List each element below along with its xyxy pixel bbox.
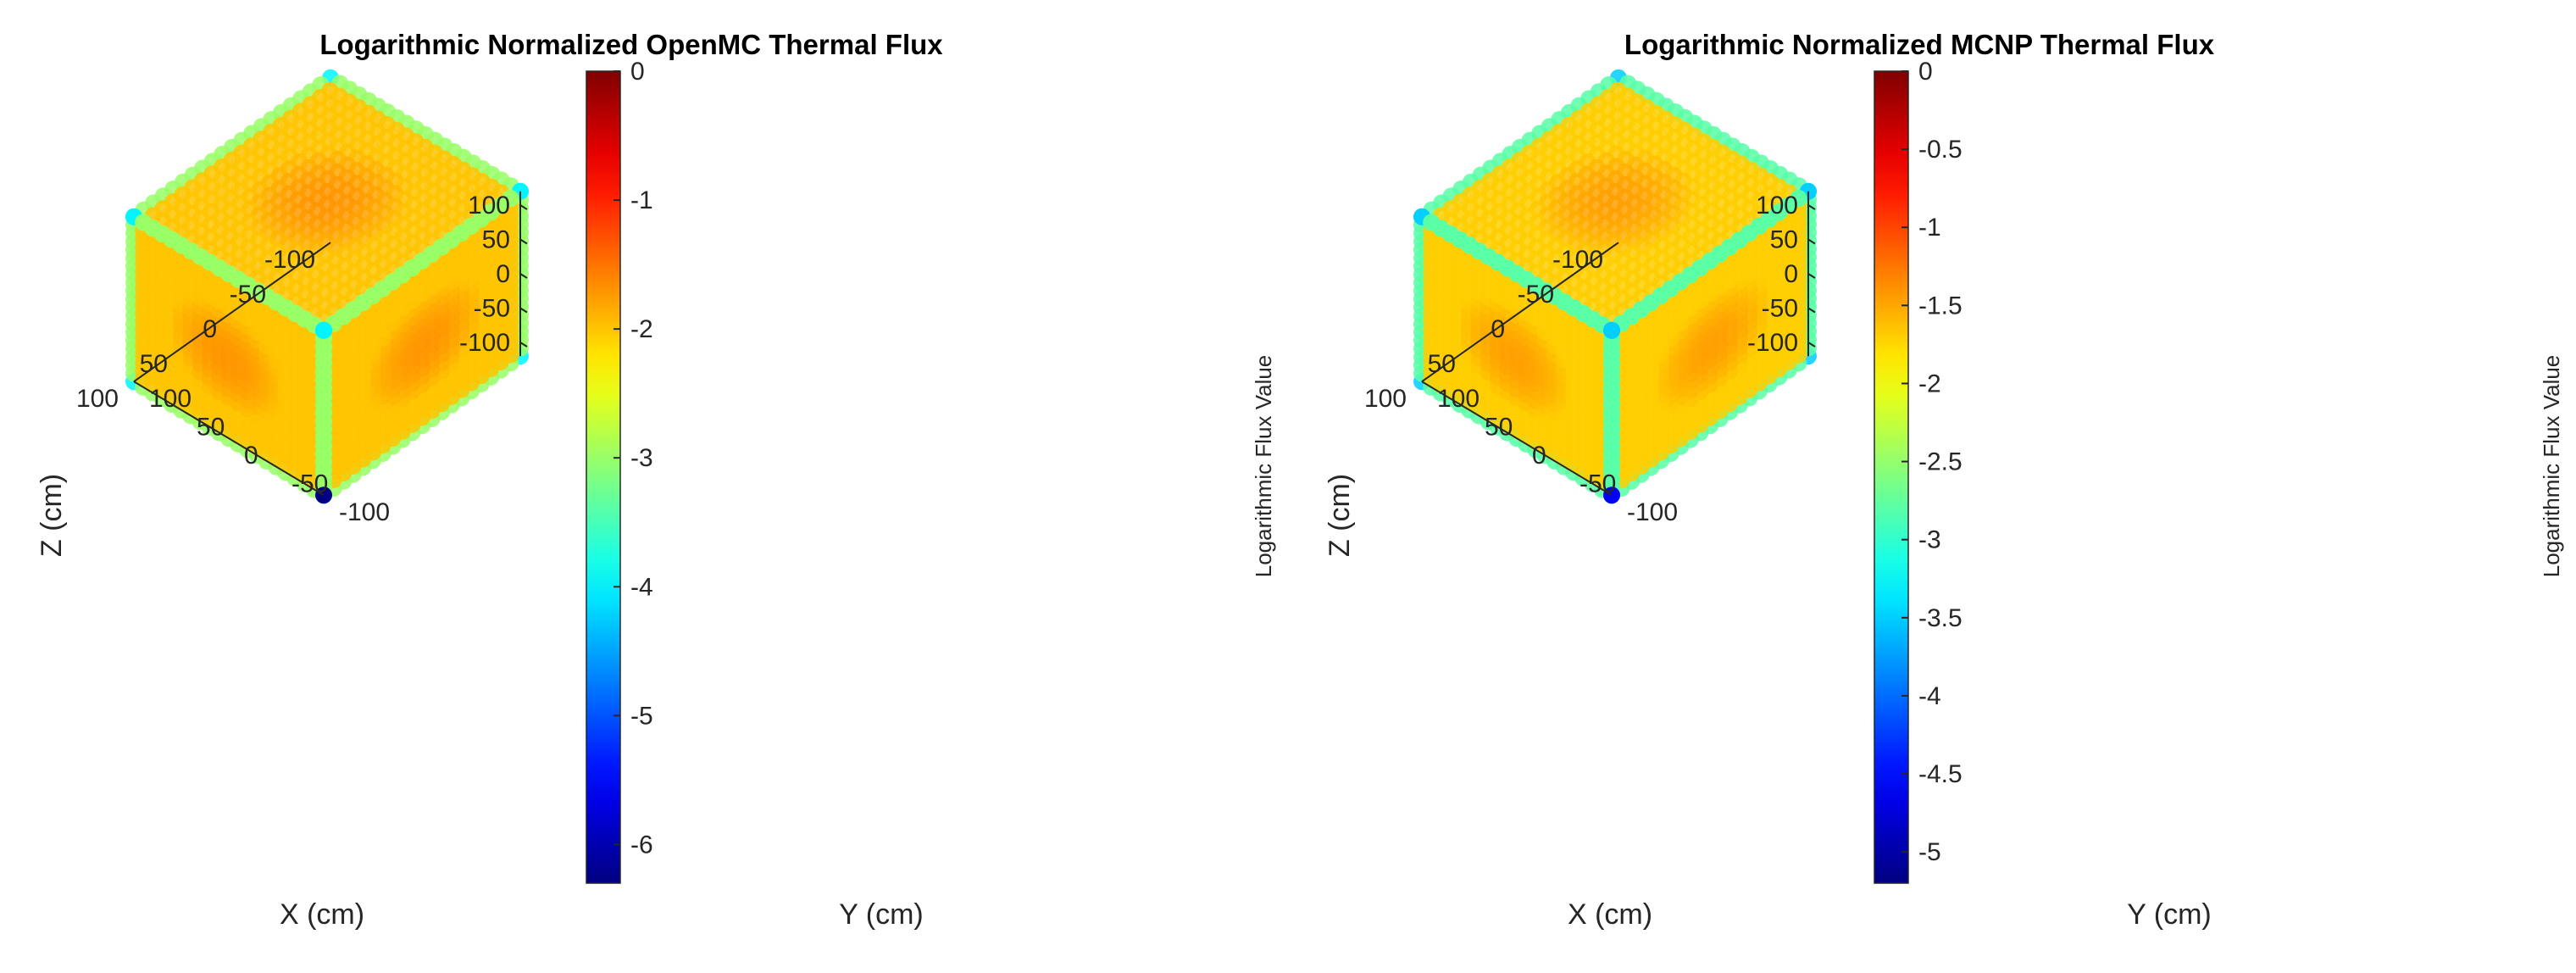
z-tick-label: -100 <box>459 329 510 357</box>
chart-title: Logarithmic Normalized OpenMC Thermal Fl… <box>319 29 943 60</box>
colorbar-tick-label: -2 <box>630 315 653 343</box>
x-tick-label: -50 <box>230 281 266 309</box>
colorbar-tick-label: -4.5 <box>1918 760 1963 788</box>
x-tick-label: 100 <box>1364 385 1407 413</box>
colorbar-tick-label: -4 <box>630 573 653 601</box>
x-tick-label: 50 <box>140 350 168 378</box>
z-axis-label: Z (cm) <box>36 474 68 557</box>
z-tick-mark <box>519 307 528 314</box>
colorbar-label: Logarithmic Flux Value <box>1251 355 1276 578</box>
mcnp-flux-panel: Logarithmic Normalized MCNP Thermal Flux… <box>1288 0 2576 973</box>
z-tick-label: -100 <box>1747 329 1798 357</box>
z-axis-label: Z (cm) <box>1324 474 1356 557</box>
colorbar-tick-label: 0 <box>630 58 645 86</box>
colorbar-label: Logarithmic Flux Value <box>2539 355 2564 578</box>
z-tick-label: -50 <box>474 295 510 323</box>
colorbar <box>586 70 621 884</box>
y-tick-label: 0 <box>244 442 258 470</box>
y-tick-label: 0 <box>1532 442 1546 470</box>
colorbar <box>1874 70 1909 884</box>
colorbar-tick-label: -3 <box>1918 526 1941 554</box>
colorbar-tick-label: -6 <box>630 831 653 859</box>
mcnp-flux-chart: Logarithmic Normalized MCNP Thermal Flux… <box>1324 29 2564 931</box>
x-tick-label: 0 <box>203 315 217 343</box>
z-tick-label: 100 <box>468 192 510 220</box>
x-tick-label: 100 <box>76 385 119 413</box>
openmc-flux-panel: Logarithmic Normalized OpenMC Thermal Fl… <box>36 29 1276 931</box>
z-tick-mark <box>519 238 528 245</box>
y-tick-label: -100 <box>1627 498 1678 526</box>
z-tick-label: 0 <box>496 260 510 288</box>
y-tick-label: -50 <box>291 470 328 498</box>
z-tick-mark <box>1807 342 1816 348</box>
colorbar-tick-label: -2.5 <box>1918 448 1963 476</box>
colorbar-tick-label: -1.5 <box>1918 292 1963 320</box>
x-tick-label: -50 <box>1518 281 1554 309</box>
y-tick-label: -100 <box>339 498 390 526</box>
z-tick-label: 50 <box>1770 226 1798 254</box>
y-tick-label: 100 <box>1437 385 1480 413</box>
colorbar-tick-label: -5 <box>630 702 653 730</box>
chart-title: Logarithmic Normalized MCNP Thermal Flux <box>1624 29 2215 60</box>
y-axis <box>133 381 325 497</box>
z-tick-mark <box>1807 307 1816 314</box>
x-axis-label: X (cm) <box>280 898 364 931</box>
colorbar-tick-label: -1 <box>1918 214 1941 242</box>
z-tick-mark <box>519 342 528 348</box>
y-axis-label: Y (cm) <box>2127 898 2211 931</box>
y-tick-label: -50 <box>1579 470 1616 498</box>
z-tick-mark <box>519 273 528 279</box>
flux-point <box>315 321 332 339</box>
x-axis <box>1421 242 1619 383</box>
y-tick-label: 50 <box>1485 414 1513 442</box>
colorbar-tick-label: -3.5 <box>1918 604 1963 632</box>
y-axis-label: Y (cm) <box>839 898 923 931</box>
z-tick-mark <box>1807 204 1816 210</box>
openmc-flux-chart: Logarithmic Normalized OpenMC Thermal Fl… <box>36 29 1276 931</box>
colorbar-tick-label: -2 <box>1918 370 1941 398</box>
x-tick-label: -100 <box>264 246 315 274</box>
y-axis <box>1421 381 1613 497</box>
flux-point <box>1603 321 1620 339</box>
z-tick-label: 50 <box>482 226 510 254</box>
z-tick-label: 0 <box>1784 260 1798 288</box>
x-tick-label: 0 <box>1491 315 1505 343</box>
y-tick-label: 100 <box>149 385 192 413</box>
z-tick-label: 100 <box>1756 192 1798 220</box>
colorbar-tick-label: -5 <box>1918 838 1941 866</box>
colorbar-tick-label: -3 <box>630 444 653 472</box>
colorbar-tick-label: 0 <box>1918 58 1933 86</box>
colorbar-tick-label: -0.5 <box>1918 136 1963 164</box>
z-tick-mark <box>1807 273 1816 279</box>
x-axis <box>133 242 331 383</box>
z-tick-mark <box>519 204 528 210</box>
colorbar-tick-label: -1 <box>630 186 653 214</box>
z-tick-mark <box>1807 238 1816 245</box>
colorbar-tick-label: -4 <box>1918 682 1941 710</box>
x-axis-label: X (cm) <box>1568 898 1652 931</box>
z-tick-label: -50 <box>1762 295 1798 323</box>
x-tick-label: 50 <box>1428 350 1456 378</box>
x-tick-label: -100 <box>1552 246 1603 274</box>
y-tick-label: 50 <box>197 414 225 442</box>
